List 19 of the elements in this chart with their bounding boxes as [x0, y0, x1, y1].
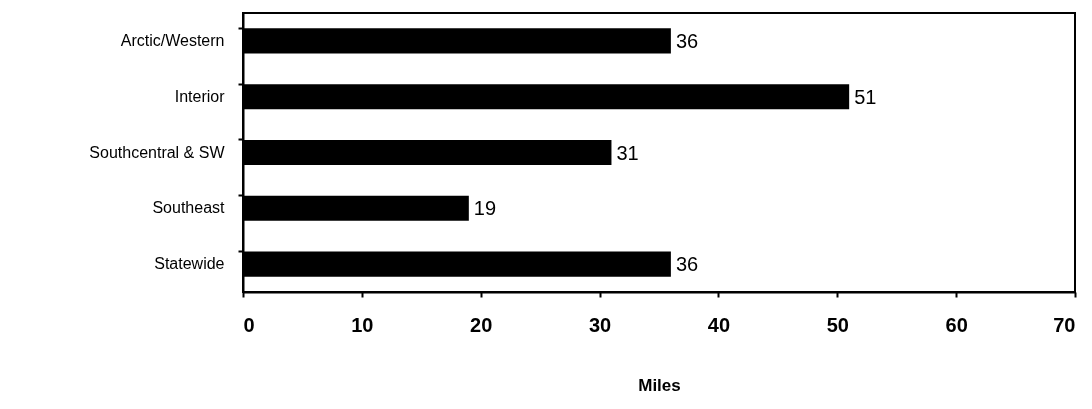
y-tick-label: Southeast: [152, 199, 226, 217]
x-tick-label: 60: [945, 313, 968, 336]
data-label: 19: [473, 197, 497, 220]
data-label: 36: [675, 253, 699, 276]
x-axis-title: Miles: [638, 375, 681, 395]
x-tick-label: 50: [826, 313, 849, 336]
x-tick-label: 30: [588, 313, 612, 336]
x-tick-label: 10: [351, 313, 374, 336]
data-label: 51: [854, 85, 877, 108]
y-tick-label: Statewide: [154, 255, 225, 273]
data-label: 36: [675, 29, 699, 52]
x-tick-label: 70: [1053, 313, 1076, 336]
y-tick-label: Arctic/Western: [120, 31, 225, 49]
y-tick-label: Southcentral & SW: [89, 143, 226, 161]
data-label: 31: [616, 141, 639, 164]
x-tick-label: 40: [707, 313, 731, 336]
x-tick-label: 20: [470, 313, 493, 336]
x-tick-label: 0: [243, 313, 255, 336]
y-tick-label: Interior: [174, 87, 226, 105]
